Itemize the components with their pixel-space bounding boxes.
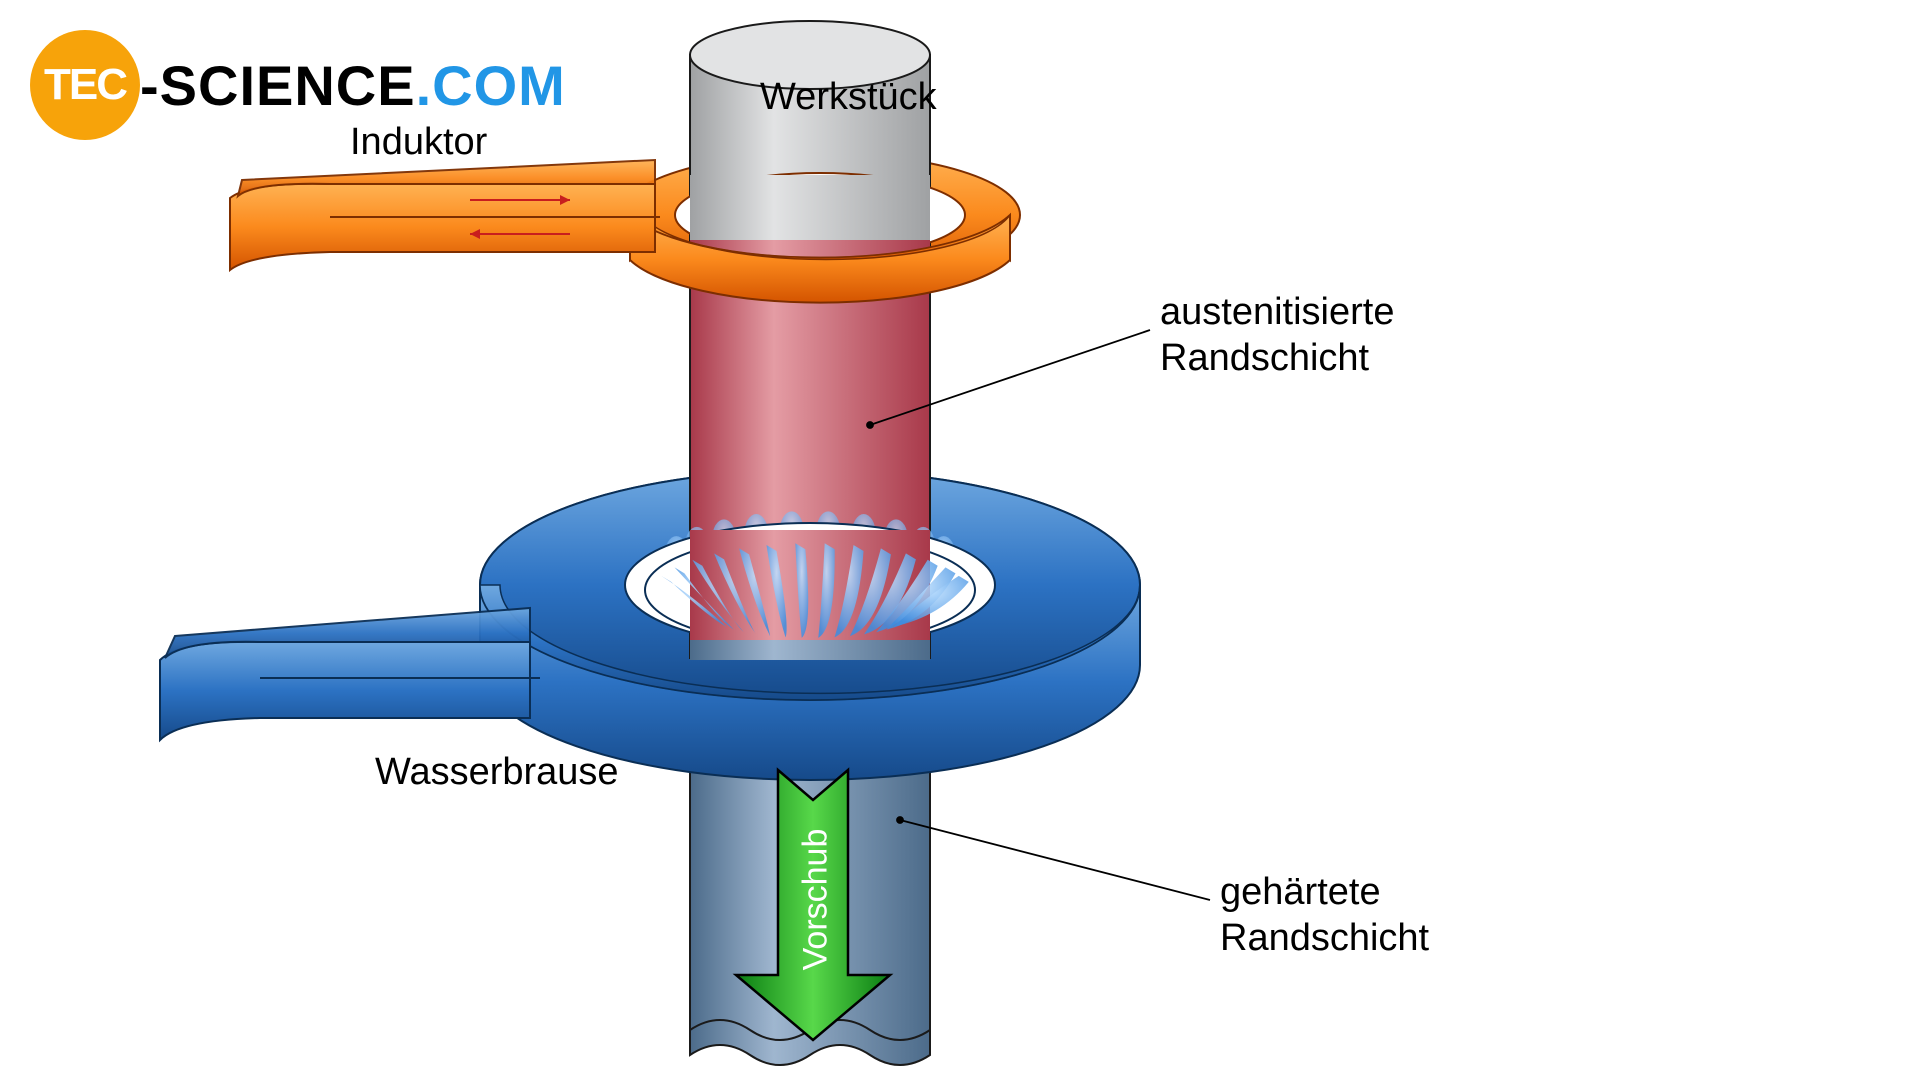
label-vorschub: Vorschub bbox=[796, 829, 835, 971]
label-austenitisiert: austenitisierte Randschicht bbox=[1160, 290, 1394, 381]
inductor-front bbox=[230, 160, 1010, 303]
label-wasserbrause: Wasserbrause bbox=[375, 750, 619, 796]
label-gehaertet: gehärtete Randschicht bbox=[1220, 870, 1429, 961]
label-werkstueck: Werkstück bbox=[760, 75, 937, 121]
diagram-stage: TEC -SCIENCE .COM bbox=[0, 0, 1920, 1080]
diagram-svg bbox=[0, 0, 1920, 1080]
label-induktor: Induktor bbox=[350, 120, 487, 166]
